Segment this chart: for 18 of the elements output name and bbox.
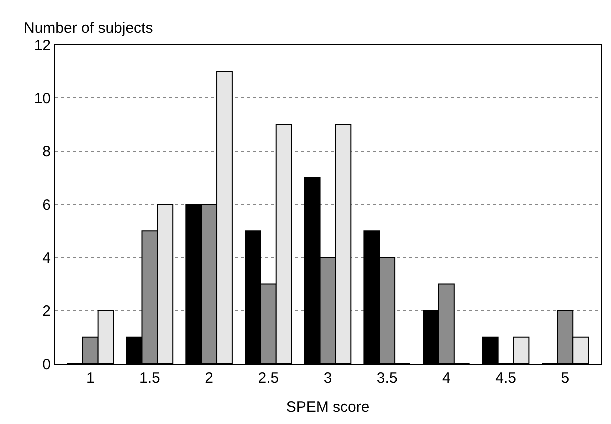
y-axis-title: Number of subjects (24, 20, 154, 37)
y-tick-label: 10 (34, 90, 51, 108)
x-axis-title: SPEM score (286, 399, 370, 416)
x-tick-label: 3 (324, 370, 332, 387)
x-tick-label: 2.5 (258, 370, 280, 387)
x-tick-label: 5 (561, 370, 570, 387)
y-tick-label: 2 (42, 303, 51, 320)
y-tick-label: 6 (42, 196, 51, 214)
y-tick-label: 12 (34, 37, 51, 54)
x-tick-label: 3.5 (376, 370, 398, 387)
y-tick-label: 0 (42, 356, 51, 374)
y-tick-label: 4 (42, 250, 51, 267)
x-tick-label: 1.5 (140, 370, 160, 387)
x-tick-label: 2 (205, 370, 214, 387)
x-tick-label: 4 (442, 370, 451, 387)
x-tick-label: 4.5 (496, 370, 516, 387)
x-tick-label: 1 (86, 370, 95, 387)
y-tick-label: 8 (42, 144, 51, 161)
